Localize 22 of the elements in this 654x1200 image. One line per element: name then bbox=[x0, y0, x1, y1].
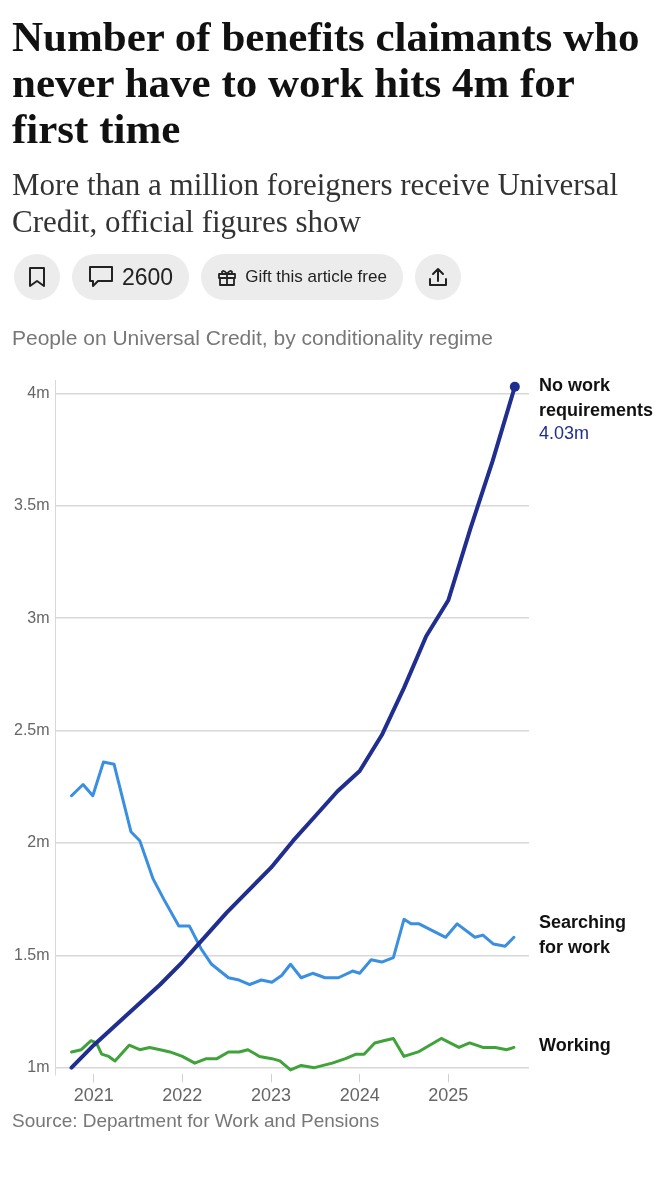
source-note: Source: Department for Work and Pensions bbox=[11, 1110, 381, 1132]
y-tick-label: 2.5m bbox=[13, 720, 50, 738]
y-tick-label: 4m bbox=[27, 383, 50, 401]
chart-subtitle: More than a million foreigners receive Universal Credit, official figures show bbox=[11, 166, 619, 240]
annotation: 4.03m bbox=[539, 422, 590, 443]
text: Gift this article free bbox=[245, 267, 387, 287]
series-label: Working bbox=[539, 1034, 611, 1055]
series-label: Searching for work bbox=[539, 912, 627, 958]
y-tick-label: 1.5m bbox=[13, 945, 50, 963]
chart-title: Number of benefits claimants who never have to work hits 4m for first time bbox=[11, 12, 641, 152]
y-tick-label: 1m bbox=[27, 1058, 50, 1076]
y-tick-label: 3m bbox=[27, 608, 50, 626]
x-tick-label: 2023 bbox=[250, 1085, 292, 1106]
text: 2600 bbox=[122, 263, 174, 291]
x-tick-label: 2022 bbox=[162, 1085, 203, 1106]
y-tick-label: 3.5m bbox=[13, 496, 50, 514]
y-tick-label: 2m bbox=[27, 833, 50, 851]
text: People on Universal Credit, by conditionality regime bbox=[11, 325, 494, 350]
series-label: No work requirements bbox=[539, 374, 654, 420]
x-tick-label: 2021 bbox=[73, 1085, 114, 1106]
x-tick-label: 2024 bbox=[339, 1085, 380, 1106]
x-tick-label: 2025 bbox=[428, 1085, 469, 1106]
